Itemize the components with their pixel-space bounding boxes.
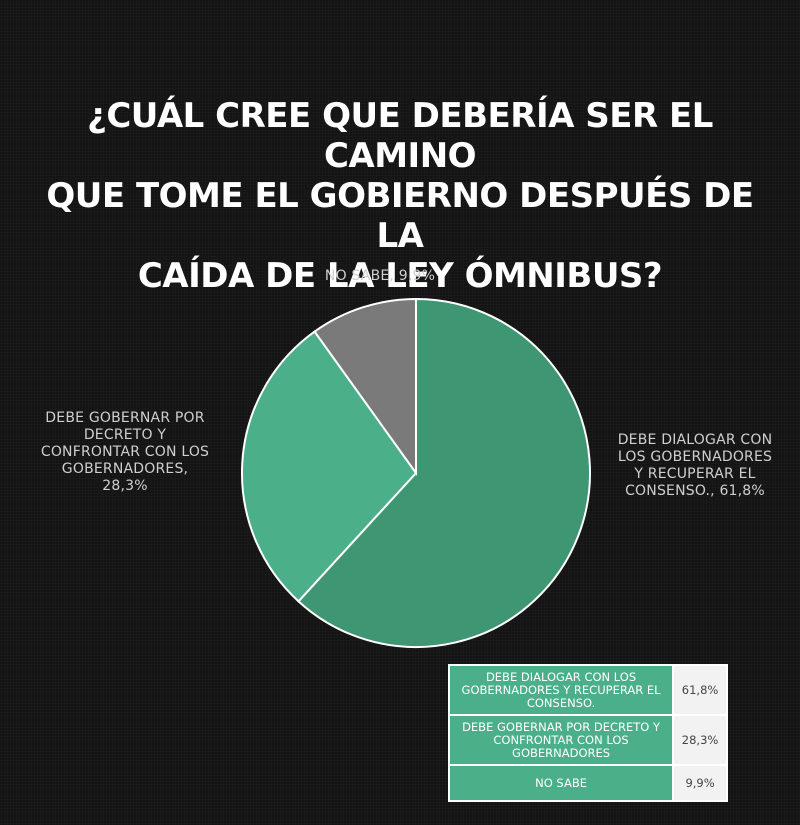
data-label-decreto: DEBE GOBERNAR POR DECRETO Y CONFRONTAR C… <box>40 410 210 494</box>
legend-category: DEBE DIALOGAR CON LOS GOBERNADORES Y REC… <box>447 664 675 716</box>
legend-value: 61,8% <box>672 664 728 716</box>
legend-value: 28,3% <box>672 714 728 766</box>
pie-slice-dialogar <box>297 297 591 648</box>
legend-category: DEBE GOBERNAR POR DECRETO Y CONFRONTAR C… <box>447 714 675 766</box>
pie-slice-no-sabe <box>313 297 417 477</box>
chart-title: ¿CUÁL CREE QUE DEBERÍA SER EL CAMINO QUE… <box>46 96 754 296</box>
data-label-dialogar: DEBE DIALOGAR CON LOS GOBERNADORES Y REC… <box>617 432 773 499</box>
legend-row: DEBE DIALOGAR CON LOS GOBERNADORES Y REC… <box>447 664 728 716</box>
legend-row: NO SABE 9,9% <box>447 764 728 802</box>
legend-row: DEBE GOBERNAR POR DECRETO Y CONFRONTAR C… <box>447 714 728 766</box>
pie-slice-decreto <box>241 330 418 603</box>
pie-slices <box>241 297 591 648</box>
legend-value: 9,9% <box>672 764 728 802</box>
data-label-no-sabe: NO SABE, 9,9% <box>324 268 436 284</box>
legend-category: NO SABE <box>447 764 675 802</box>
legend-table: DEBE DIALOGAR CON LOS GOBERNADORES Y REC… <box>447 664 728 802</box>
